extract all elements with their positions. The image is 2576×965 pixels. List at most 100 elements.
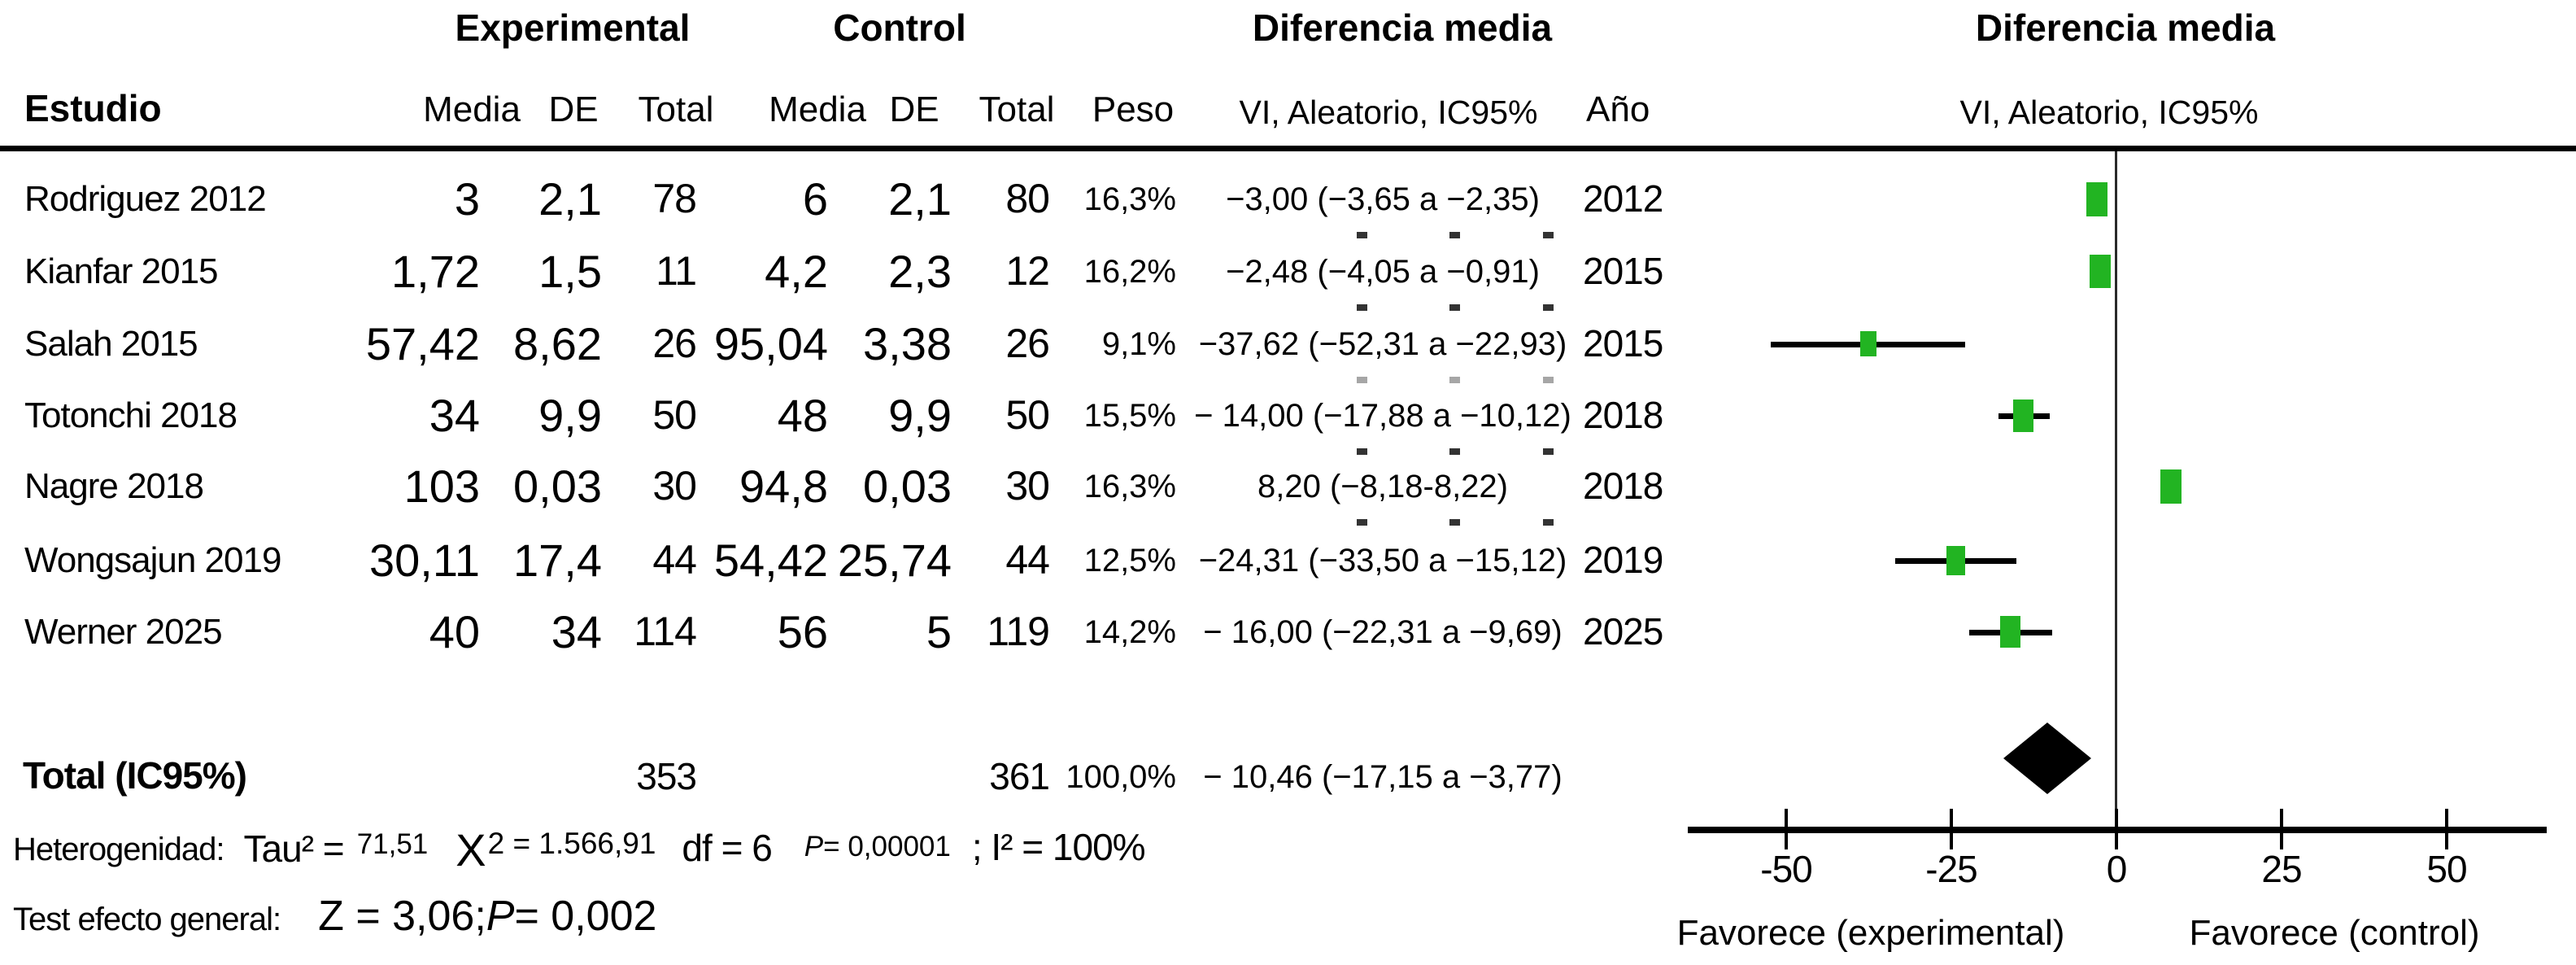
total-exp-value: 30 — [652, 463, 697, 509]
effect-point-marker — [2000, 616, 2020, 648]
row-artifact-dash — [1357, 232, 1367, 238]
media-ctrl-value: 48 — [777, 390, 828, 441]
total-exp-count: 353 — [636, 755, 697, 797]
total-exp-value: 26 — [652, 321, 697, 366]
effect-point-marker — [2013, 400, 2033, 432]
media-exp-value: 1,72 — [391, 246, 480, 297]
total-exp-column-header: Total — [638, 90, 714, 129]
axis-tick-mark — [2445, 809, 2448, 849]
study-name: Werner 2025 — [24, 612, 223, 652]
vi-table-column-header: VI, Aleatorio, IC95% — [1239, 94, 1538, 131]
study-column-header: Estudio — [24, 87, 162, 129]
total-ctrl-value: 30 — [1005, 463, 1050, 509]
heterogeneity-line: Heterogenidad: Tau² = 71,51 Χ 2 = 1.566,… — [13, 820, 1146, 876]
vi-plot-column-header: VI, Aleatorio, IC95% — [1959, 94, 2259, 131]
study-name: Rodriguez 2012 — [24, 179, 267, 219]
row-artifact-dash — [1357, 519, 1367, 526]
total-exp-value: 44 — [652, 537, 697, 583]
de-ctrl-column-header: DE — [889, 90, 939, 129]
ci-text-value: −24,31 (−33,50 a −15,12) — [1198, 543, 1567, 579]
effect-point-marker — [1946, 546, 1965, 575]
de-exp-value: 9,9 — [538, 390, 602, 441]
media-exp-column-header: Media — [423, 90, 521, 129]
row-artifact-dash — [1449, 304, 1460, 311]
mean-difference-table-header: Diferencia media — [1252, 7, 1553, 49]
peso-value: 15,5% — [1083, 398, 1176, 434]
row-artifact-dash — [1543, 304, 1554, 311]
overall-test-label: Test efecto general: — [13, 902, 281, 937]
total-ctrl-value: 119 — [987, 609, 1050, 654]
ano-value: 2015 — [1583, 250, 1663, 292]
de-ctrl-value: 25,74 — [837, 535, 952, 586]
de-ctrl-value: 0,03 — [863, 461, 952, 512]
total-ctrl-count: 361 — [989, 755, 1050, 797]
ci-text-value: 8,20 (−8,18-8,22) — [1257, 469, 1508, 504]
total-exp-value: 78 — [652, 176, 697, 221]
experimental-group-header: Experimental — [455, 7, 691, 49]
de-exp-value: 2,1 — [538, 173, 602, 225]
axis-tick-label: 50 — [2426, 848, 2467, 890]
effect-point-marker — [2160, 469, 2182, 504]
peso-value: 14,2% — [1083, 614, 1176, 650]
total-row-label: Total (IC95%) — [23, 754, 247, 797]
axis-tick-label: -25 — [1925, 848, 1977, 890]
header-separator-line — [0, 146, 2576, 151]
ano-value: 2018 — [1583, 465, 1663, 507]
study-name: Totonchi 2018 — [24, 395, 238, 435]
effect-point-marker — [2086, 182, 2107, 216]
df-value: df = 6 — [682, 827, 772, 869]
total-exp-value: 114 — [634, 609, 697, 654]
media-ctrl-value: 4,2 — [765, 246, 828, 297]
ano-value: 2015 — [1583, 322, 1663, 365]
row-artifact-dash — [1449, 448, 1460, 455]
de-exp-value: 34 — [551, 606, 602, 657]
test-p-value: = 0,002 — [514, 893, 657, 940]
total-ctrl-value: 12 — [1005, 248, 1050, 294]
total-ci-text: − 10,46 (−17,15 a −3,77) — [1203, 759, 1563, 795]
study-name: Nagre 2018 — [24, 466, 204, 506]
total-exp-value: 11 — [656, 248, 697, 294]
axis-tick-mark — [2115, 809, 2118, 849]
media-exp-value: 30,11 — [369, 535, 480, 586]
de-exp-value: 17,4 — [513, 535, 602, 586]
total-effect-diamond — [2003, 723, 2091, 794]
het-p-label: P — [804, 831, 824, 862]
ano-value: 2012 — [1583, 177, 1663, 220]
i2-value: ; I² = 100% — [971, 826, 1146, 868]
row-artifact-dash — [1357, 448, 1367, 455]
de-ctrl-value: 5 — [926, 606, 952, 657]
de-ctrl-value: 2,3 — [888, 246, 952, 297]
media-ctrl-value: 54,42 — [713, 535, 828, 586]
row-artifact-dash — [1449, 377, 1460, 383]
zero-effect-line — [2115, 151, 2117, 832]
media-exp-value: 3 — [454, 173, 480, 225]
total-ctrl-value: 44 — [1005, 537, 1050, 583]
ano-value: 2019 — [1583, 539, 1663, 581]
total-ctrl-column-header: Total — [979, 90, 1055, 129]
row-artifact-dash — [1357, 304, 1367, 311]
chi-squared-symbol: Χ — [455, 824, 486, 875]
de-ctrl-value: 3,38 — [863, 318, 952, 369]
control-group-header: Control — [833, 7, 966, 49]
de-exp-value: 0,03 — [513, 461, 602, 512]
axis-tick-mark — [1950, 809, 1953, 849]
row-artifact-dash — [1543, 519, 1554, 526]
row-artifact-dash — [1449, 232, 1460, 238]
media-ctrl-value: 95,04 — [713, 318, 828, 369]
ci-text-value: − 16,00 (−22,31 a −9,69) — [1203, 614, 1563, 650]
axis-tick-label: 25 — [2261, 848, 2302, 890]
ano-value: 2025 — [1583, 610, 1663, 653]
row-artifact-dash — [1543, 448, 1554, 455]
media-exp-value: 103 — [403, 461, 480, 512]
total-ctrl-value: 80 — [1005, 176, 1050, 221]
ano-value: 2018 — [1583, 394, 1663, 436]
ci-text-value: −37,62 (−52,31 a −22,93) — [1198, 326, 1567, 362]
peso-value: 16,3% — [1083, 469, 1176, 504]
row-artifact-dash — [1543, 377, 1554, 383]
ci-text-value: − 14,00 (−17,88 a −10,12) — [1194, 398, 1571, 434]
total-peso-value: 100,0% — [1066, 759, 1176, 795]
de-ctrl-value: 9,9 — [888, 390, 952, 441]
peso-value: 9,1% — [1101, 326, 1176, 362]
test-p-label: P — [486, 893, 515, 940]
total-ctrl-value: 26 — [1005, 321, 1050, 366]
